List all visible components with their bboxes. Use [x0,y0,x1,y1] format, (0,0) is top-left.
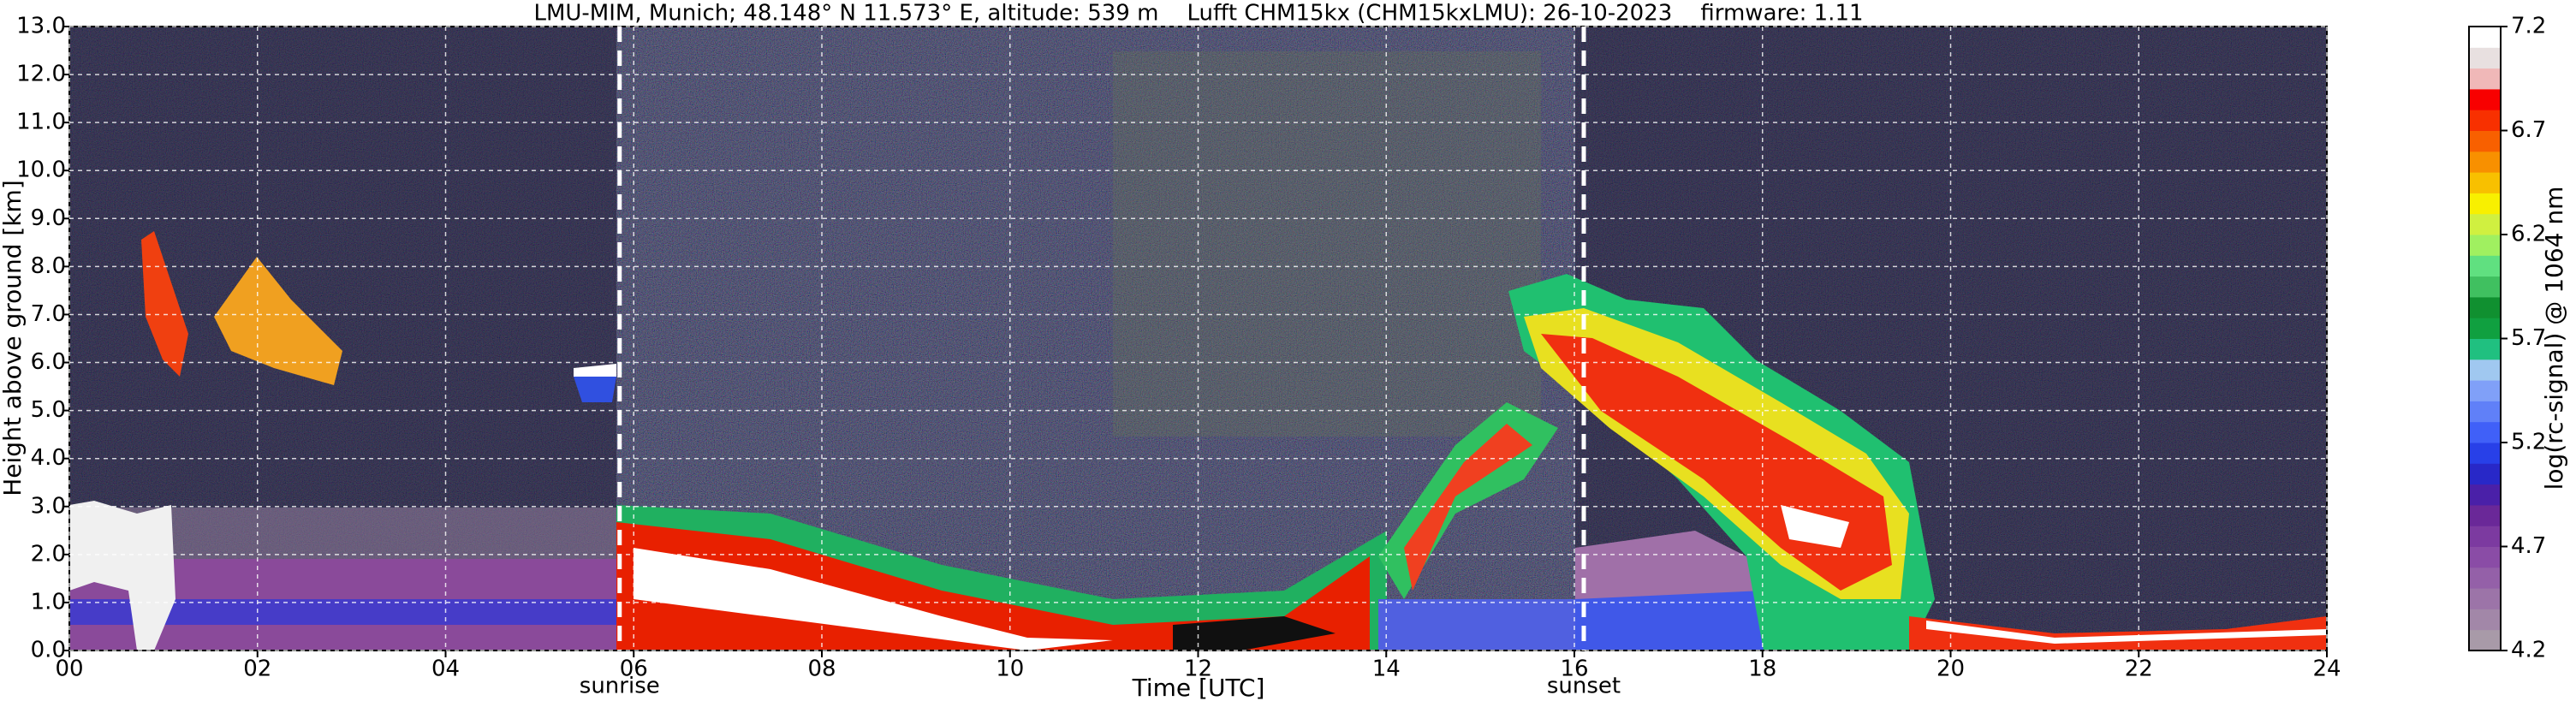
y-tick-label: 8.0 [31,253,66,279]
colorbar-band [2469,359,2501,381]
y-tick-label: 5.0 [31,397,66,423]
colorbar-band [2469,338,2501,360]
colorbar-band [2469,443,2501,464]
colorbar-band [2469,172,2501,193]
y-tick-label: 1.0 [31,589,66,615]
colorbar-band [2469,629,2501,651]
y-axis-label: Height above ground [km] [0,180,27,496]
colorbar-band [2469,463,2501,485]
cloud [574,364,616,377]
colorbar-band [2469,484,2501,506]
colorbar-band [2469,318,2501,339]
chart-title: LMU-MIM, Munich; 48.148° N 11.573° E, al… [533,1,1863,27]
x-axis-label: Time [UTC] [1132,674,1265,702]
layer [1378,599,1575,651]
y-tick-label: 6.0 [31,349,66,375]
y-tick-label: 10.0 [16,157,66,183]
y-tick-label: 3.0 [31,493,66,519]
colorbar-band [2469,421,2501,443]
cloud [141,231,188,377]
x-tick-label: 00 [55,656,83,682]
colorbar-band [2469,213,2501,235]
colorbar-band [2469,588,2501,609]
colorbar-band [2469,526,2501,547]
colorbar-label: log(rc-signal) @ 1064 nm [2540,187,2568,490]
cloud [1926,621,2327,644]
cloud [214,257,342,385]
colorbar-band [2469,276,2501,298]
y-tick-label: 11.0 [16,110,66,135]
x-tick-label: 24 [2312,656,2341,682]
colorbar-band [2469,609,2501,631]
colorbar-band [2469,27,2501,48]
x-tick-label: 10 [996,656,1024,682]
x-tick-label: 22 [2125,656,2153,682]
colorbar-band [2469,401,2501,423]
colorbar-band [2469,296,2501,318]
y-tick-label: 2.0 [31,541,66,567]
annotation-label: sunset [1547,674,1621,699]
colorbar-band [2469,504,2501,526]
cloud [1173,616,1336,651]
colorbar-tick-label: 6.7 [2511,117,2546,143]
colorbar-tick-label: 5.2 [2511,430,2546,455]
colorbar-tick-label: 6.2 [2511,222,2546,247]
cloud [634,548,1113,651]
colorbar-tick-label: 7.2 [2511,14,2546,39]
y-tick-label: 9.0 [31,205,66,231]
cloud [1909,616,2327,651]
colorbar-band [2469,68,2501,90]
colorbar-band [2469,130,2501,152]
x-tick-label: 08 [807,656,836,682]
y-tick-label: 7.0 [31,301,66,327]
colorbar-band [2469,110,2501,131]
x-tick-label: 18 [1748,656,1776,682]
y-tick-label: 12.0 [16,62,66,87]
colorbar-band [2469,88,2501,110]
x-tick-label: 16 [1560,656,1588,682]
colorbar-band [2469,546,2501,568]
x-tick-label: 04 [431,656,460,682]
y-tick-label: 13.0 [16,14,66,39]
x-tick-label: 02 [243,656,271,682]
layer [1575,591,1798,651]
x-tick-label: 06 [620,656,648,682]
colorbar-band [2469,380,2501,401]
colorbar-band [2469,255,2501,277]
cloud [69,501,176,651]
y-tick-label: 0.0 [31,638,66,663]
x-tick-label: 20 [1936,656,1965,682]
haze [1113,51,1541,437]
cloud [574,377,616,402]
colorbar-band [2469,151,2501,173]
annotation-label: sunrise [580,674,660,699]
colorbar-band [2469,567,2501,589]
colorbar-tick-label: 4.7 [2511,533,2546,559]
y-tick-label: 4.0 [31,445,66,471]
colorbar-tick-label: 5.7 [2511,325,2546,351]
colorbar-band [2469,235,2501,256]
colorbar-band [2469,193,2501,215]
x-tick-label: 14 [1372,656,1401,682]
x-tick-label: 12 [1184,656,1212,682]
cloud [1781,505,1849,548]
colorbar-tick-label: 4.2 [2511,638,2546,663]
cloud [1404,424,1532,591]
colorbar-band [2469,47,2501,69]
